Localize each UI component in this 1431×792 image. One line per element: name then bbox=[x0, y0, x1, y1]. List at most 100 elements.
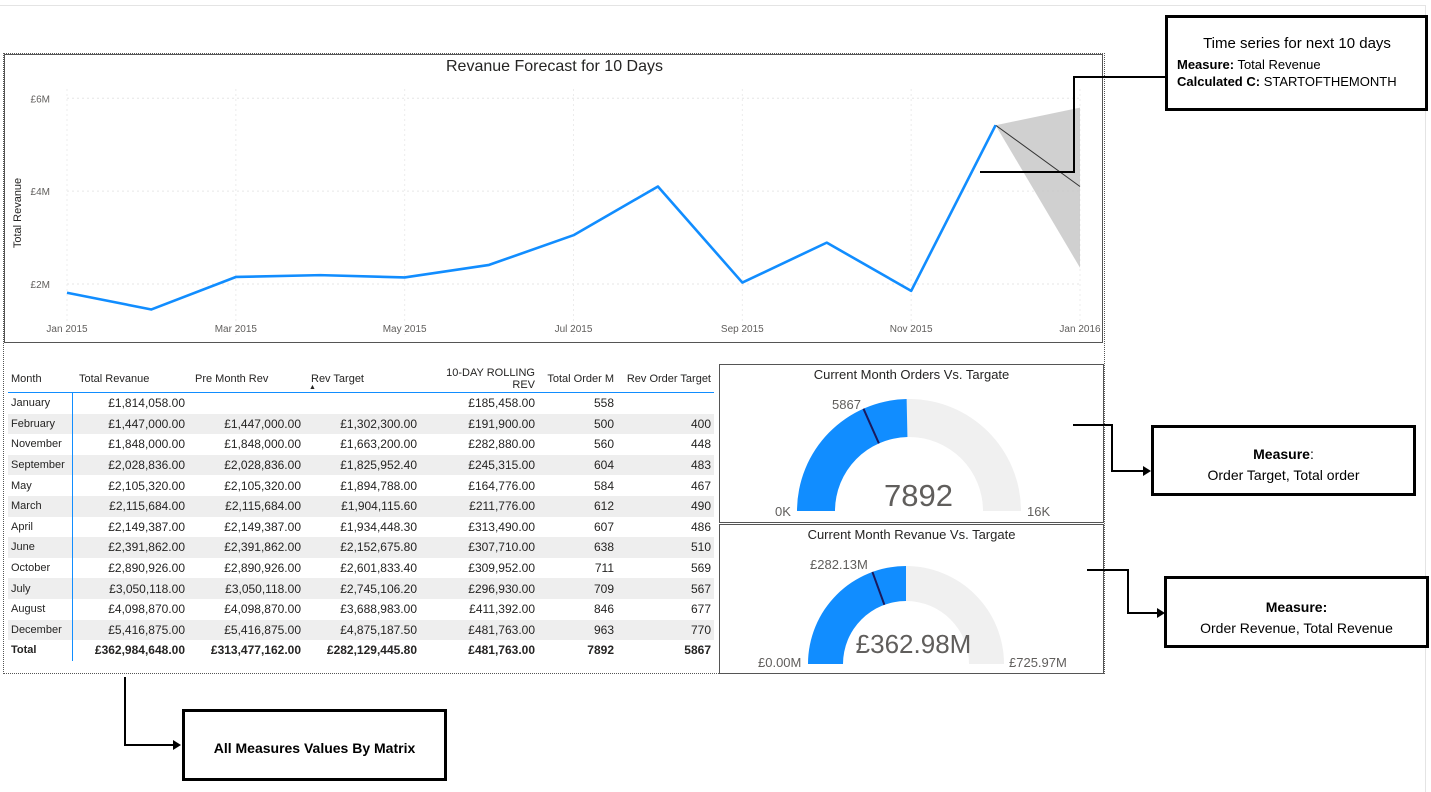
orders-gauge-card[interactable]: Current Month Orders Vs. Targate 5867 78… bbox=[719, 364, 1104, 523]
gauge-target-marker bbox=[871, 571, 886, 606]
matrix-connector-v bbox=[124, 677, 126, 746]
matrix-cell: £2,152,675.80 bbox=[304, 537, 420, 558]
table-row[interactable]: July £3,050,118.00 £3,050,118.00 £2,745,106… bbox=[8, 578, 714, 599]
calculated-label: Calculated C: bbox=[1177, 74, 1261, 89]
x-tick-label: Mar 2015 bbox=[215, 324, 258, 335]
table-row[interactable]: December £5,416,875.00 £5,416,875.00 £4,875… bbox=[8, 619, 714, 641]
matrix-header-4[interactable]: 10-DAY ROLLING REV bbox=[420, 366, 538, 393]
forecast-confidence-band bbox=[995, 107, 1080, 268]
matrix-cell: £313,490.00 bbox=[468, 519, 535, 534]
time-series-note: Time series for next 10 days Measure: To… bbox=[1165, 15, 1428, 111]
revenue-connector-h1 bbox=[1087, 569, 1129, 571]
table-row[interactable]: October £2,890,926.00 £2,890,926.00 £2,601,… bbox=[8, 557, 714, 579]
matrix-header-3[interactable]: Rev Target bbox=[304, 366, 420, 393]
measures-matrix[interactable]: Month Total Revanue Pre Month Rev Rev Targe… bbox=[8, 366, 714, 661]
matrix-connector-h bbox=[124, 744, 173, 746]
matrix-cell: £2,391,862.00 bbox=[188, 537, 304, 558]
time-series-connector-h bbox=[1073, 76, 1165, 78]
revenue-series-line bbox=[66, 124, 997, 311]
matrix-body: January £1,814,058.00 £185,458.00 558 Februa… bbox=[8, 392, 714, 661]
matrix-cell: 638 bbox=[538, 537, 617, 558]
matrix-cell: 677 bbox=[690, 602, 711, 617]
matrix-row-label: May bbox=[8, 475, 73, 496]
matrix-cell: 770 bbox=[617, 619, 714, 641]
matrix-cell: £2,149,387.00 bbox=[224, 519, 301, 534]
y-axis-label: Total Revanue bbox=[12, 178, 24, 248]
revenue-gauge-max-label: £725.97M bbox=[1009, 655, 1067, 670]
matrix-header-0[interactable]: Month bbox=[8, 366, 72, 393]
matrix-header-6[interactable]: Rev Order Target bbox=[617, 366, 714, 393]
time-series-note-line1: Measure: Total Revenue bbox=[1177, 56, 1425, 73]
matrix-cell: £2,890,926.00 bbox=[224, 561, 301, 576]
matrix-cell: 400 bbox=[617, 413, 714, 435]
matrix-cell: £3,050,118.00 bbox=[72, 578, 188, 599]
revenue-gauge-card[interactable]: Current Month Revanue Vs. Targate £282.1… bbox=[719, 524, 1104, 674]
revenue-forecast-chart[interactable]: £2M £4M £6M Jan 2015 Mar 2015 May 2015 Jul 201… bbox=[4, 54, 1103, 343]
orders-connector-h1 bbox=[1073, 424, 1113, 426]
x-tick-label: Jul 2015 bbox=[555, 324, 593, 335]
matrix-cell: 846 bbox=[593, 602, 614, 617]
table-row[interactable]: September £2,028,836.00 £2,028,836.00 £1,82… bbox=[8, 454, 714, 476]
measure-value: Total Revenue bbox=[1234, 57, 1321, 72]
matrix-total-row[interactable]: Total £362,984,648.00 £313,477,162.00 £282,… bbox=[8, 640, 714, 661]
matrix-cell: £3,050,118.00 bbox=[188, 578, 304, 599]
revenue-note-title: Measure: bbox=[1167, 597, 1426, 618]
matrix-cell: £1,447,000.00 bbox=[188, 413, 304, 435]
revenue-gauge-min-label: £0.00M bbox=[758, 655, 802, 670]
matrix-cell: £282,129,445.80 bbox=[326, 643, 417, 658]
matrix-cell: £3,688,983.00 bbox=[340, 602, 417, 617]
matrix-header-1[interactable]: Total Revanue bbox=[72, 366, 188, 393]
matrix-cell: £4,098,870.00 bbox=[108, 602, 185, 617]
matrix-cell: £411,392.00 bbox=[469, 602, 535, 617]
matrix-cell: £362,984,648.00 bbox=[94, 643, 185, 658]
matrix-row-label: Total bbox=[8, 640, 73, 661]
matrix-cell: 604 bbox=[538, 454, 617, 476]
matrix-header-5[interactable]: Total Order M bbox=[538, 366, 617, 393]
matrix-cell bbox=[304, 393, 420, 414]
time-series-note-title: Time series for next 10 days bbox=[1203, 35, 1391, 52]
table-row[interactable]: January £1,814,058.00 £185,458.00 558 bbox=[8, 392, 714, 414]
chart-title: Revanue Forecast for 10 Days bbox=[446, 58, 663, 75]
matrix-cell: 612 bbox=[538, 495, 617, 517]
matrix-cell: 486 bbox=[690, 519, 711, 534]
y-tick-label: £2M bbox=[31, 280, 50, 291]
table-row[interactable]: June £2,391,862.00 £2,391,862.00 £2,152,675… bbox=[8, 537, 714, 558]
forecast-line bbox=[995, 124, 1081, 187]
matrix-header-2[interactable]: Pre Month Rev bbox=[188, 366, 304, 393]
orders-arrow-icon bbox=[1143, 466, 1151, 476]
orders-note-measure-label: Measure bbox=[1253, 446, 1310, 462]
line-chart-canvas: £2M £4M £6M Jan 2015 Mar 2015 May 2015 Jul 201… bbox=[12, 89, 1101, 335]
table-row[interactable]: August £4,098,870.00 £4,098,870.00 £3,688,9… bbox=[8, 598, 714, 620]
matrix-row-label: August bbox=[8, 598, 73, 620]
matrix-cell: 500 bbox=[538, 413, 617, 435]
table-row[interactable]: May £2,105,320.00 £2,105,320.00 £1,894,788.… bbox=[8, 475, 714, 496]
matrix-cell: £5,416,875.00 bbox=[188, 619, 304, 641]
matrix-cell: 963 bbox=[538, 619, 617, 641]
matrix-cell: £2,115,684.00 bbox=[188, 495, 304, 517]
orders-gauge-arc bbox=[797, 399, 1021, 511]
table-row[interactable]: April £2,149,387.00 £2,149,387.00 £1,934,44… bbox=[8, 516, 714, 538]
matrix-cell: £4,098,870.00 bbox=[224, 602, 301, 617]
x-tick-label: Jan 2015 bbox=[46, 324, 88, 335]
orders-note-title: Measure: bbox=[1154, 444, 1413, 465]
x-tick-label: Sep 2015 bbox=[721, 324, 764, 335]
matrix-header-row: Month Total Revanue Pre Month Rev Rev Targe… bbox=[8, 366, 714, 393]
table-row[interactable]: February £1,447,000.00 £1,447,000.00 £1,302… bbox=[8, 413, 714, 435]
sort-ascending-icon[interactable]: ▲ bbox=[309, 384, 316, 391]
revenue-gauge-value: £362.98M bbox=[855, 629, 972, 659]
matrix-cell: £1,825,952.40 bbox=[304, 454, 420, 476]
gauge-target-marker bbox=[862, 408, 880, 444]
matrix-cell: 490 bbox=[617, 495, 714, 517]
matrix-cell bbox=[617, 393, 714, 414]
table-row[interactable]: November £1,848,000.00 £1,848,000.00 £1,663… bbox=[8, 434, 714, 455]
orders-gauge-min-label: 0K bbox=[775, 504, 791, 519]
matrix-cell: 567 bbox=[617, 578, 714, 599]
matrix-cell: £2,115,684.00 bbox=[72, 495, 188, 517]
matrix-cell: £282,880.00 bbox=[468, 437, 535, 452]
matrix-row-label: April bbox=[8, 516, 73, 538]
matrix-cell: £481,763.00 bbox=[420, 619, 538, 641]
matrix-cell: £309,952.00 bbox=[468, 561, 535, 576]
table-row[interactable]: March £2,115,684.00 £2,115,684.00 £1,904,11… bbox=[8, 495, 714, 517]
matrix-note: All Measures Values By Matrix bbox=[182, 709, 447, 781]
matrix-cell: £191,900.00 bbox=[420, 413, 538, 435]
